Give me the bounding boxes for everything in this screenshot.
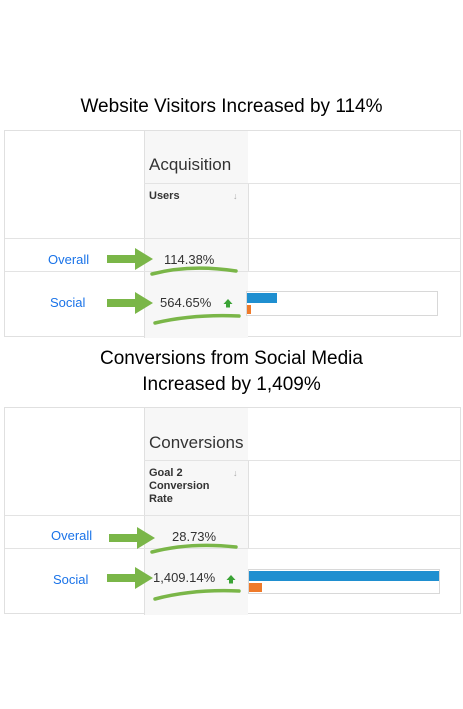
heading-conversions-line1: Conversions from Social Media <box>100 348 363 369</box>
heading-conversions-line2: Increased by 1,409% <box>142 374 321 395</box>
up-trend-icon <box>223 299 233 308</box>
sort-arrow-icon[interactable]: ↓ <box>233 468 238 478</box>
group-title-conversions: Conversions <box>149 433 244 452</box>
acquisition-panel: Acquisition Users ↓ Overall 114.38% Soci… <box>4 130 461 338</box>
value-overall-conversion: 28.73% <box>172 529 217 544</box>
value-social-users: 564.65% <box>160 295 212 310</box>
green-underline-swoosh <box>150 543 238 554</box>
green-underline-swoosh <box>153 313 241 325</box>
sort-arrow-icon[interactable]: ↓ <box>233 191 238 201</box>
column-header-goal2-conversion-rate[interactable]: Goal 2 Conversion Rate <box>149 467 210 505</box>
comparison-bar <box>246 291 438 316</box>
bar-blue <box>247 293 277 303</box>
comparison-bar <box>248 569 440 594</box>
value-social-conversion: 1,409.14% <box>153 570 216 585</box>
green-underline-swoosh <box>150 266 238 276</box>
bar-blue <box>249 571 439 581</box>
column-header-users[interactable]: Users <box>149 190 180 202</box>
up-trend-icon <box>226 575 236 584</box>
value-overall-users: 114.38% <box>164 252 215 267</box>
divider <box>248 183 249 271</box>
green-underline-swoosh <box>153 588 241 601</box>
green-arrow-icon <box>109 527 155 549</box>
divider <box>5 238 460 239</box>
divider <box>144 408 145 615</box>
divider <box>248 460 249 548</box>
divider <box>5 515 460 516</box>
bar-orange <box>249 583 262 592</box>
row-label-social[interactable]: Social <box>53 572 89 587</box>
row-label-overall[interactable]: Overall <box>48 252 90 267</box>
group-title-acquisition: Acquisition <box>149 155 232 174</box>
divider <box>144 460 460 461</box>
bar-orange <box>247 305 251 314</box>
green-arrow-icon <box>107 248 153 270</box>
green-arrow-icon <box>107 292 153 314</box>
divider <box>144 183 460 184</box>
divider <box>5 548 460 549</box>
heading-visitors: Website Visitors Increased by 114% <box>80 96 383 117</box>
green-arrow-icon <box>107 567 153 589</box>
row-label-overall[interactable]: Overall <box>51 528 93 543</box>
row-label-social[interactable]: Social <box>50 295 86 310</box>
conversions-panel: Conversions Goal 2 Conversion Rate ↓ Ove… <box>4 407 461 615</box>
divider <box>144 131 145 338</box>
